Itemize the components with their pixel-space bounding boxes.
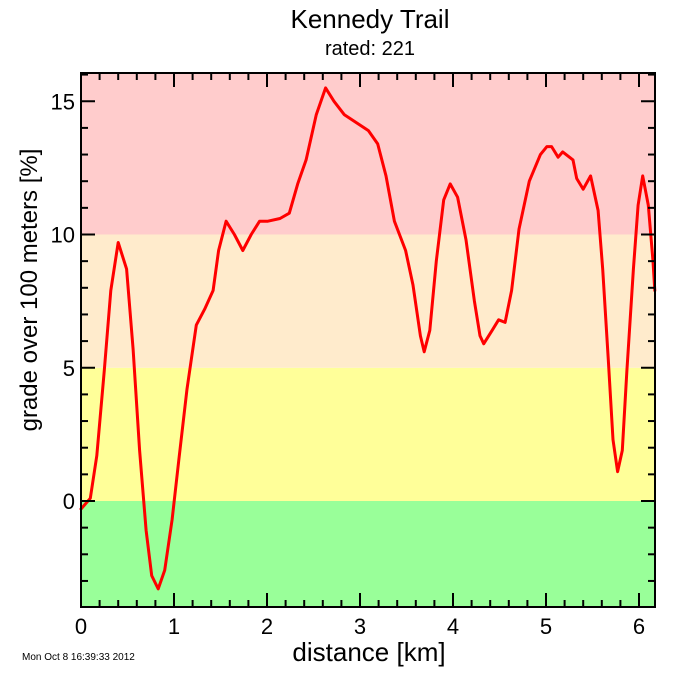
y-tick-label: 0 <box>63 489 75 514</box>
background-bands <box>81 73 655 607</box>
x-axis-label: distance [km] <box>292 637 446 667</box>
x-tick-label: 5 <box>540 614 552 639</box>
band-yellow <box>81 367 655 501</box>
x-tick-label: 0 <box>75 614 87 639</box>
tick-marks <box>80 73 655 607</box>
band-red <box>81 73 655 235</box>
y-tick-label: 5 <box>63 356 75 381</box>
band-green <box>81 501 655 607</box>
chart-subtitle: rated: 221 <box>324 38 416 60</box>
grade-line <box>79 86 657 591</box>
chart-title: Kennedy Trail <box>290 4 450 34</box>
x-tick-label: 1 <box>168 614 180 639</box>
band-orange <box>81 234 655 368</box>
data-series <box>79 86 657 591</box>
tick-labels: 0 5 10 15 0 1 2 3 4 5 6 <box>51 89 646 639</box>
x-tick-label: 2 <box>261 614 273 639</box>
timestamp: Mon Oct 8 16:39:33 2012 <box>22 652 135 663</box>
y-tick-label: 15 <box>51 89 75 114</box>
axes-frame <box>80 72 656 608</box>
x-tick-label: 4 <box>447 614 459 639</box>
x-tick-label: 6 <box>633 614 645 639</box>
y-tick-label: 10 <box>51 223 75 248</box>
x-tick-label: 3 <box>354 614 366 639</box>
